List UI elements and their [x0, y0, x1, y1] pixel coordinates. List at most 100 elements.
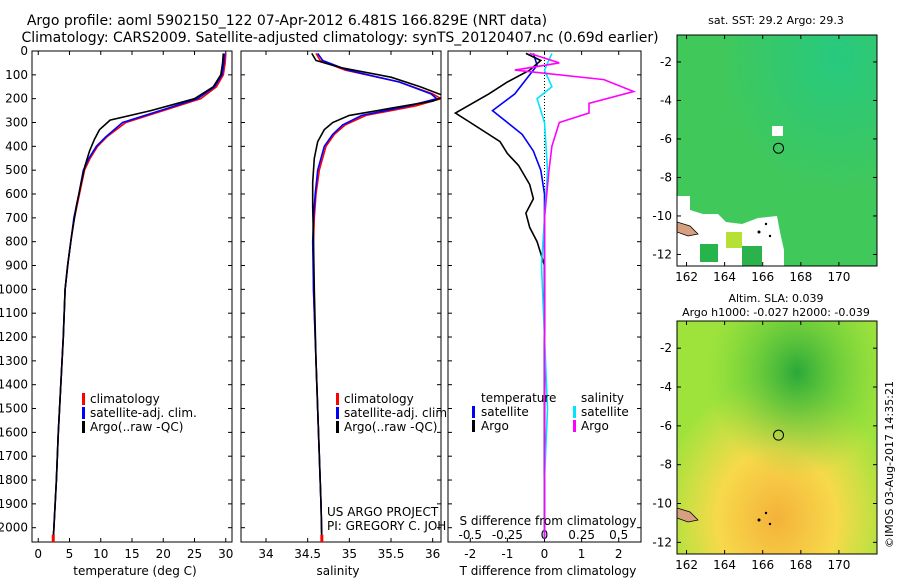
lat-tick-label: -2 — [660, 341, 672, 355]
x-tick-label: 30 — [218, 547, 233, 561]
legend-s-argo-label: Argo — [581, 419, 609, 433]
island-shape — [677, 221, 699, 237]
depth-tick-label: 600 — [5, 187, 28, 201]
argo-location-marker — [773, 429, 785, 441]
legend-argo-swatch — [336, 421, 339, 433]
legend-satellite-swatch — [336, 407, 339, 419]
series-line-argo-raw-qc- — [311, 52, 441, 539]
legend-t-argo-label: Argo — [481, 419, 509, 433]
salinity-panel: 34 34.5 35 35.5 36 salinity climatology sate… — [240, 50, 481, 578]
legend-climatology-swatch — [336, 393, 339, 405]
x-tick-label: 20 — [156, 547, 171, 561]
legend-satellite-label: satellite-adj. clim. — [90, 406, 197, 420]
depth-tick-label: 400 — [5, 139, 28, 153]
s-tick-label: 0.5 — [609, 528, 628, 542]
depth-tick-label: 800 — [5, 235, 28, 249]
x-tick-label: 10 — [93, 547, 108, 561]
depth-tick-label: 1100 — [0, 306, 28, 320]
pi-annotation: PI: GREGORY C. JOHNSON — [327, 519, 481, 533]
lon-tick-label: 168 — [789, 270, 812, 284]
depth-tick-label: 700 — [5, 211, 28, 225]
legend-s-argo-swatch — [573, 420, 576, 432]
lat-tick-label: -2 — [660, 55, 672, 69]
x-tick-label: 0 — [541, 547, 549, 561]
depth-tick-label: 2000 — [0, 521, 28, 535]
legend-climatology-label: climatology — [90, 392, 160, 406]
salinity-depth-ticks — [241, 50, 441, 529]
depth-tick-label: 200 — [5, 92, 28, 106]
difference-lines — [453, 51, 637, 542]
island-shape — [764, 222, 768, 226]
island-shape — [764, 511, 768, 515]
title-line-1: Argo profile: aoml 5902150_122 07-Apr-20… — [27, 13, 547, 29]
sla-map-axes: 162 164 166 168 170 -2 -4 -6 -8 -10 -12 — [652, 321, 877, 572]
series-line-t-argo — [453, 52, 546, 539]
temperature-xlabel: temperature (deg C) — [73, 564, 196, 578]
x-tick-label: -2 — [464, 547, 476, 561]
legend-climatology-swatch — [82, 393, 85, 405]
island-shape — [768, 234, 772, 238]
island-shape — [757, 518, 761, 522]
legend-temperature-heading: temperature — [481, 391, 556, 405]
project-annotation: US ARGO PROJECT — [327, 505, 439, 519]
lon-tick-label: 164 — [713, 270, 736, 284]
lon-tick-label: 164 — [713, 558, 736, 572]
depth-tick-label: 1000 — [0, 282, 28, 296]
legend-satellite-swatch — [82, 407, 85, 419]
depth-tick-label: 300 — [5, 116, 28, 130]
depth-tick-label: 500 — [5, 163, 28, 177]
salinity-legend: climatology satellite-adj. clim. Argo(..… — [336, 392, 451, 434]
sst-map-title: sat. SST: 29.2 Argo: 29.3 — [708, 14, 844, 27]
lat-tick-label: -10 — [652, 497, 672, 511]
legend-t-satellite-swatch — [472, 406, 475, 418]
s-tick-label: -0.25 — [492, 528, 523, 542]
depth-tick-label: 100 — [5, 68, 28, 82]
temperature-axis: 0 5 10 15 20 25 30 — [34, 51, 233, 561]
lat-tick-label: -10 — [652, 209, 672, 223]
temperature-panel: 0100200300400500600700800900100011001200… — [0, 44, 233, 578]
sst-cold-patch — [700, 244, 718, 262]
depth-tick-label: 0 — [20, 44, 28, 58]
depth-tick-label: 1700 — [0, 449, 28, 463]
difference-depth-ticks — [448, 50, 641, 529]
island-shape — [768, 522, 772, 526]
depth-tick-label: 1800 — [0, 473, 28, 487]
island-shape — [757, 230, 761, 234]
legend-climatology-label: climatology — [344, 392, 414, 406]
sst-cold-patch — [742, 246, 762, 266]
legend-s-satellite-label: satellite — [581, 405, 629, 419]
lon-tick-label: 166 — [751, 558, 774, 572]
sst-map-axes: 162 164 166 168 170 -2 -4 -6 -8 -10 -12 — [652, 35, 877, 284]
sst-map: sat. SST: 29.2 Argo: 29.3 162 164 166 168 17… — [652, 14, 878, 284]
x-tick-label: 34.5 — [294, 547, 321, 561]
difference-legend: temperature salinity satellite Argo sate… — [472, 391, 629, 433]
depth-tick-label: 1600 — [0, 425, 28, 439]
title-line-2: Climatology: CARS2009. Satellite-adjuste… — [21, 30, 658, 46]
series-line-s-argo — [514, 52, 637, 539]
x-tick-label: 35.5 — [378, 547, 405, 561]
salinity-lines — [311, 52, 441, 542]
legend-argo-label: Argo(..raw -QC) — [344, 420, 437, 434]
lon-tick-label: 166 — [751, 270, 774, 284]
lat-tick-label: -8 — [660, 170, 672, 184]
island-shape — [677, 507, 699, 523]
lat-tick-label: -6 — [660, 419, 672, 433]
lon-tick-label: 170 — [827, 558, 850, 572]
lon-tick-label: 162 — [675, 558, 698, 572]
legend-s-satellite-swatch — [573, 406, 576, 418]
lat-tick-label: -4 — [660, 93, 672, 107]
sla-map: Altim. SLA: 0.039 Argo h1000: -0.027 h20… — [652, 292, 878, 572]
sla-low-patch — [677, 321, 877, 554]
x-tick-label: 34 — [258, 547, 273, 561]
salinity-xlabel: salinity — [316, 564, 359, 578]
depth-tick-label: 1300 — [0, 354, 28, 368]
sst-cloud-mask — [772, 126, 783, 136]
lon-tick-label: 168 — [789, 558, 812, 572]
x-tick-label: 15 — [124, 547, 139, 561]
x-tick-label: 1 — [578, 547, 586, 561]
x-tick-label: 35 — [342, 547, 357, 561]
lat-tick-label: -12 — [652, 247, 672, 261]
x-tick-label: -1 — [501, 547, 513, 561]
